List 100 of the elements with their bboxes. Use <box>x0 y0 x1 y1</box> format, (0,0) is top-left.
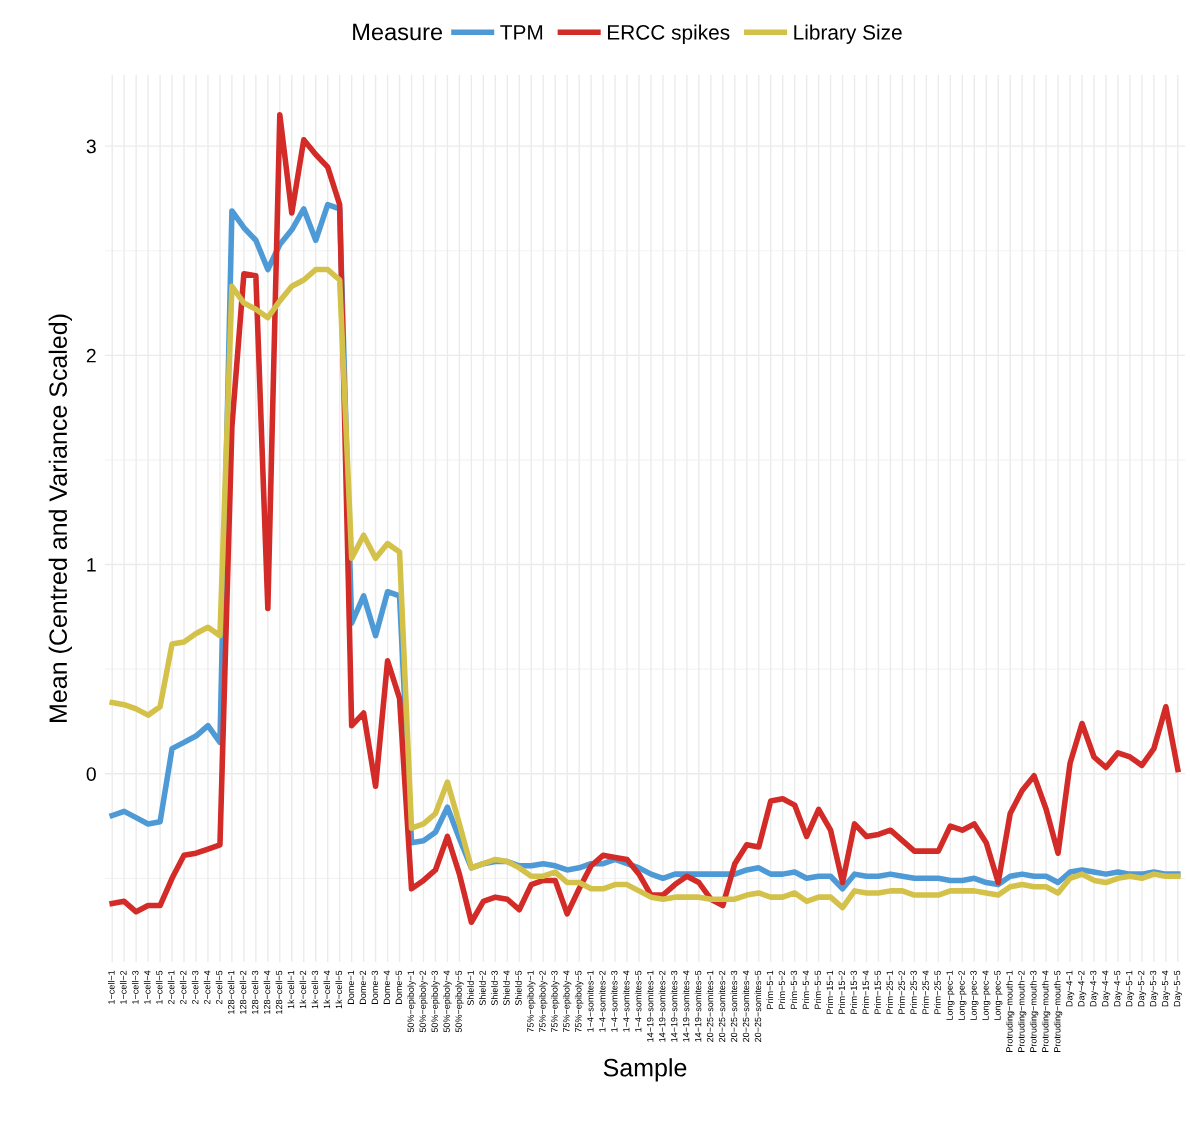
x-tick-label: Day−5−1 <box>1126 970 1135 1007</box>
x-tick-label: 20−25−somites−2 <box>718 970 726 1042</box>
x-tick-label: Shield−4 <box>503 970 510 1006</box>
x-tick-label: Dome−4 <box>383 970 390 1004</box>
x-tick-label: Prim−25−2 <box>898 970 905 1014</box>
x-tick-label: Prim−15−1 <box>826 970 834 1014</box>
x-tick-label: 1−cell−4 <box>143 970 151 1004</box>
x-tick-label: 1k−cell−5 <box>335 970 343 1009</box>
x-tick-label: 2−cell−5 <box>215 970 223 1005</box>
x-tick-label: 128−cell−4 <box>263 970 271 1014</box>
x-tick-label: 50%−epiboly−1 <box>407 970 416 1033</box>
x-tick-label: 1k−cell−2 <box>299 970 307 1009</box>
x-tick-label: 20−25−somites−4 <box>742 970 750 1042</box>
x-tick-label: Prim−25−3 <box>910 970 917 1014</box>
x-tick-label: 75%−epiboly−2 <box>539 970 548 1033</box>
x-tick-label: 50%−epiboly−4 <box>443 970 452 1033</box>
x-tick-label: Prim−15−3 <box>850 970 857 1014</box>
x-tick-label: Protruding−mouth−2 <box>1017 970 1027 1052</box>
x-tick-label: Prim−5−5 <box>814 970 822 1009</box>
x-tick-label: 1k−cell−4 <box>323 970 331 1009</box>
y-tick-label: 0 <box>86 767 96 781</box>
x-tick-label: Day−5−2 <box>1137 970 1147 1007</box>
x-axis-title: Sample <box>603 1058 687 1082</box>
x-tick-label: Long−pec−4 <box>982 970 991 1020</box>
x-tick-label: 128−cell−3 <box>251 970 259 1014</box>
x-tick-label: Dome−5 <box>395 970 402 1004</box>
x-tick-label: Prim−15−4 <box>862 970 869 1014</box>
x-tick-label: 128−cell−5 <box>275 970 283 1014</box>
x-tick-label: 20−25−somites−3 <box>730 970 738 1042</box>
x-tick-label: Prim−5−2 <box>778 970 786 1009</box>
x-tick-label: Day−4−1 <box>1066 970 1075 1007</box>
x-tick-label: Day−5−3 <box>1149 970 1159 1007</box>
x-tick-label: 1−4−somites−4 <box>622 970 630 1032</box>
x-tick-label: Prim−25−1 <box>886 970 893 1014</box>
x-tick-label: Protruding−mouth−5 <box>1053 970 1063 1052</box>
x-tick-label: 14−19−somites−5 <box>694 970 702 1042</box>
x-tick-label: Prim−15−2 <box>838 970 845 1014</box>
x-tick-label: Shield−5 <box>515 970 522 1006</box>
x-tick-label: 20−25−somites−5 <box>754 970 762 1042</box>
legend-label: Library Size <box>794 24 902 44</box>
x-tick-label: 128−cell−2 <box>239 970 247 1014</box>
x-tick-label: Prim−5−1 <box>766 970 774 1009</box>
x-tick-label: 1−cell−1 <box>107 970 115 1004</box>
x-tick-label: Day−5−4 <box>1161 970 1171 1007</box>
y-axis-title: Mean (Centred and Variance Scaled) <box>48 314 72 722</box>
x-tick-label: 50%−epiboly−2 <box>419 970 428 1033</box>
x-tick-label: Long−pec−1 <box>946 970 955 1020</box>
legend-label: ERCC spikes <box>607 24 730 44</box>
x-tick-label: Long−pec−2 <box>958 970 967 1020</box>
x-tick-label: 14−19−somites−3 <box>670 970 678 1042</box>
x-tick-label: 1k−cell−1 <box>287 970 295 1009</box>
x-tick-label: Dome−3 <box>371 970 379 1004</box>
x-tick-label: Day−4−3 <box>1090 970 1099 1007</box>
x-tick-label: Dome−1 <box>347 970 355 1004</box>
x-tick-label: Protruding−mouth−4 <box>1041 970 1051 1052</box>
x-tick-label: Prim−15−5 <box>874 970 881 1014</box>
x-tick-label: Day−5−5 <box>1173 970 1183 1007</box>
x-tick-label: 50%−epiboly−3 <box>431 970 440 1033</box>
legend-title: Measure <box>353 23 443 41</box>
x-tick-label: Prim−5−4 <box>802 970 810 1009</box>
x-tick-label: 20−25−somites−1 <box>706 970 714 1042</box>
x-tick-label: Prim−25−5 <box>934 970 941 1014</box>
x-tick-label: 75%−epiboly−4 <box>562 970 572 1033</box>
x-tick-label: 2−cell−2 <box>179 970 187 1005</box>
x-tick-label: 1−4−somites−5 <box>634 970 642 1032</box>
x-tick-label: 75%−epiboly−5 <box>574 970 584 1033</box>
x-tick-label: 1−cell−2 <box>119 970 127 1004</box>
x-tick-label: 1k−cell−3 <box>311 970 319 1009</box>
x-tick-label: Shield−2 <box>479 970 486 1006</box>
x-tick-label: 2−cell−3 <box>191 970 199 1005</box>
y-tick-label: 2 <box>86 348 96 363</box>
x-tick-label: 14−19−somites−1 <box>646 970 654 1042</box>
x-tick-label: Shield−3 <box>491 970 498 1006</box>
x-tick-label: Day−4−5 <box>1114 970 1123 1007</box>
x-tick-label: 14−19−somites−4 <box>682 970 690 1042</box>
x-tick-label: 14−19−somites−2 <box>658 970 666 1042</box>
x-tick-label: 75%−epiboly−1 <box>527 970 536 1033</box>
x-tick-label: Dome−2 <box>359 970 367 1004</box>
x-tick-label: 1−4−somites−2 <box>598 970 606 1032</box>
x-tick-label: Day−4−2 <box>1078 970 1087 1007</box>
x-tick-label: 75%−epiboly−3 <box>550 970 560 1033</box>
x-tick-label: 1−cell−3 <box>131 970 139 1004</box>
x-tick-label: 1−4−somites−3 <box>610 970 618 1032</box>
x-tick-label: Day−4−4 <box>1102 970 1111 1007</box>
x-tick-label: Prim−5−3 <box>790 970 798 1009</box>
x-tick-label: Long−pec−3 <box>970 970 979 1020</box>
y-tick-label: 1 <box>87 558 96 572</box>
x-tick-label: Protruding−mouth−3 <box>1029 970 1039 1052</box>
x-tick-label: Shield−1 <box>467 970 474 1006</box>
x-tick-label: Protruding−mouth−1 <box>1005 970 1015 1052</box>
x-tick-label: 50%−epiboly−5 <box>455 970 464 1033</box>
y-tick-label: 3 <box>86 139 96 154</box>
x-tick-label: 1−cell−5 <box>155 970 163 1004</box>
x-tick-label: 2−cell−1 <box>167 970 175 1005</box>
x-tick-label: 2−cell−4 <box>203 970 211 1005</box>
x-tick-label: 128−cell−1 <box>227 970 235 1014</box>
x-tick-label: Long−pec−5 <box>994 970 1003 1020</box>
legend-label: TPM <box>500 25 543 40</box>
x-tick-label: Prim−25−4 <box>922 970 929 1014</box>
x-tick-label: 1−4−somites−1 <box>586 970 594 1032</box>
